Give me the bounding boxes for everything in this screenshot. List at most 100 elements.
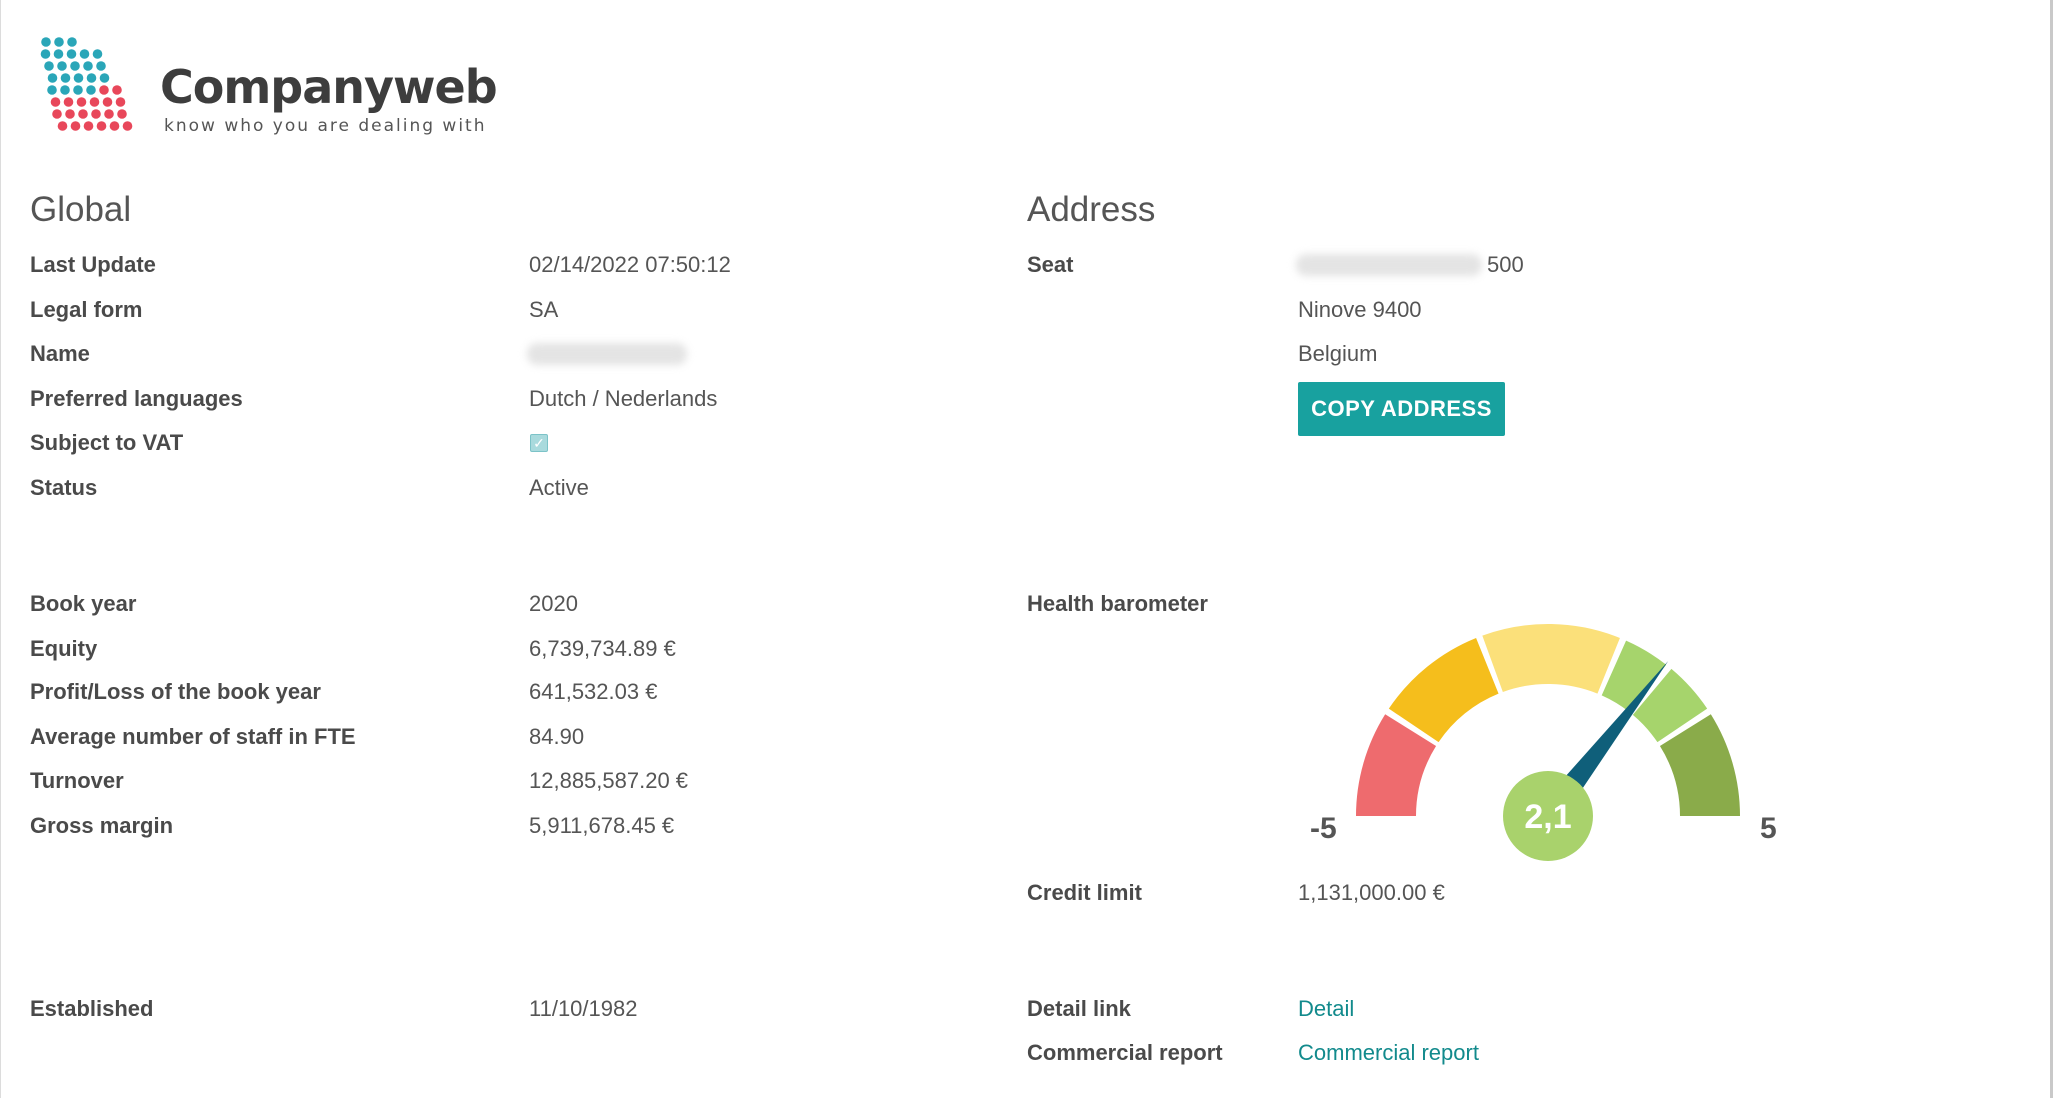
gauge-segment: [1601, 640, 1667, 712]
established-label: Established: [30, 996, 154, 1021]
preferred-languages-value: Dutch / Nederlands: [529, 386, 718, 411]
preferred-languages-label: Preferred languages: [30, 386, 243, 411]
gauge-segment: [1388, 637, 1499, 743]
logo-dot: [47, 73, 58, 83]
health-barometer-label: Health barometer: [1027, 591, 1208, 616]
profit-loss-value: 641,532.03 €: [529, 679, 658, 704]
status-value: Active: [529, 475, 589, 500]
logo-dot: [50, 97, 61, 107]
street-number: 500: [1487, 252, 1524, 277]
gauge-center-circle: [1503, 771, 1593, 861]
street-redacted: [1296, 254, 1482, 276]
logo-dot: [99, 73, 110, 83]
logo-dot: [86, 85, 96, 95]
copy-address-button[interactable]: COPY ADDRESS: [1298, 382, 1505, 436]
legal-form-value: SA: [529, 297, 559, 322]
status-label: Status: [30, 475, 98, 500]
legal-form-label: Legal form: [30, 297, 143, 322]
logo-dot: [86, 73, 97, 83]
name-value-redacted: [527, 343, 687, 365]
logo-dot: [47, 85, 57, 95]
logo-dot: [54, 37, 64, 47]
gauge-score: 2,1: [1524, 798, 1571, 836]
detail-link-label: Detail link: [1027, 996, 1131, 1021]
subject-to-vat-checkbox[interactable]: ✓: [530, 434, 548, 452]
detail-link[interactable]: Detail: [1298, 996, 1355, 1021]
logo-dot: [96, 121, 107, 131]
profit-loss-label: Profit/Loss of the book year: [30, 679, 321, 704]
gauge-segment: [1482, 624, 1620, 694]
logo-dot: [70, 61, 80, 71]
checkmark-icon: ✓: [533, 435, 545, 451]
logo-dot: [52, 109, 62, 119]
gauge-segment: [1356, 714, 1437, 816]
equity-label: Equity: [30, 636, 98, 661]
seat-label: Seat: [1027, 252, 1074, 277]
logo-dot: [83, 121, 94, 131]
staff-fte-label: Average number of staff in FTE: [30, 724, 356, 749]
logo-dot: [57, 61, 67, 71]
equity-value: 6,739,734.89 €: [529, 636, 676, 661]
credit-limit-label: Credit limit: [1027, 880, 1142, 905]
logo-dot: [83, 61, 93, 71]
last-update-value: 02/14/2022 07:50:12: [529, 252, 731, 277]
logo-dot: [53, 49, 64, 59]
logo-dot: [92, 49, 103, 59]
logo-dot: [66, 49, 77, 59]
logo-dot: [99, 85, 109, 95]
logo-dot: [79, 49, 90, 59]
logo-dot: [67, 37, 77, 47]
logo-dot: [60, 85, 70, 95]
logo-dot: [44, 61, 54, 71]
logo-dot: [112, 85, 122, 95]
credit-limit-value: 1,131,000.00 €: [1298, 880, 1445, 905]
logo-dots-icon: [40, 37, 133, 131]
gauge-segment: [1659, 714, 1740, 816]
logo-dot: [57, 121, 68, 131]
logo-dot: [76, 97, 87, 107]
gauge-needle: [1560, 661, 1669, 796]
turnover-label: Turnover: [30, 768, 124, 793]
staff-fte-value: 84.90: [529, 724, 585, 749]
commercial-report-label: Commercial report: [1027, 1040, 1223, 1065]
companyweb-logo: Companyweb know who you are dealing with: [38, 34, 508, 144]
logo-dot: [89, 97, 100, 107]
logo-dot: [91, 109, 101, 119]
logo-dot: [73, 85, 83, 95]
logo-wordmark: Companyweb: [160, 60, 498, 114]
logo-dot: [109, 121, 120, 131]
logo-dot: [40, 49, 51, 59]
global-title: Global: [30, 190, 132, 229]
logo-dot: [122, 121, 133, 131]
logo-dot: [41, 37, 51, 47]
gauge-min-label: -5: [1310, 812, 1337, 845]
logo-dot: [117, 109, 127, 119]
city-line: Ninove 9400: [1298, 297, 1422, 322]
health-gauge: 2,1 -5 5: [1310, 624, 1777, 861]
gross-margin-label: Gross margin: [30, 813, 174, 838]
gauge-segment: [1632, 668, 1708, 743]
book-year-value: 2020: [529, 591, 578, 616]
logo-dot: [65, 109, 75, 119]
logo-dot: [102, 97, 113, 107]
book-year-label: Book year: [30, 591, 137, 616]
logo-dot: [70, 121, 81, 131]
name-label: Name: [30, 341, 90, 366]
logo-dot: [63, 97, 74, 107]
logo-dot: [104, 109, 114, 119]
gauge-max-label: 5: [1760, 812, 1777, 845]
logo-dot: [73, 73, 84, 83]
logo-dot: [96, 61, 106, 71]
last-update-label: Last Update: [30, 252, 156, 277]
established-value: 11/10/1982: [529, 996, 638, 1021]
country: Belgium: [1298, 341, 1378, 366]
turnover-value: 12,885,587.20 €: [529, 768, 689, 793]
logo-dot: [78, 109, 88, 119]
subject-to-vat-label: Subject to VAT: [30, 430, 184, 455]
address-title: Address: [1027, 190, 1156, 229]
commercial-report-link[interactable]: Commercial report: [1298, 1040, 1479, 1065]
logo-dot: [115, 97, 126, 107]
gross-margin-value: 5,911,678.45 €: [529, 813, 675, 838]
logo-tagline: know who you are dealing with: [164, 116, 487, 136]
